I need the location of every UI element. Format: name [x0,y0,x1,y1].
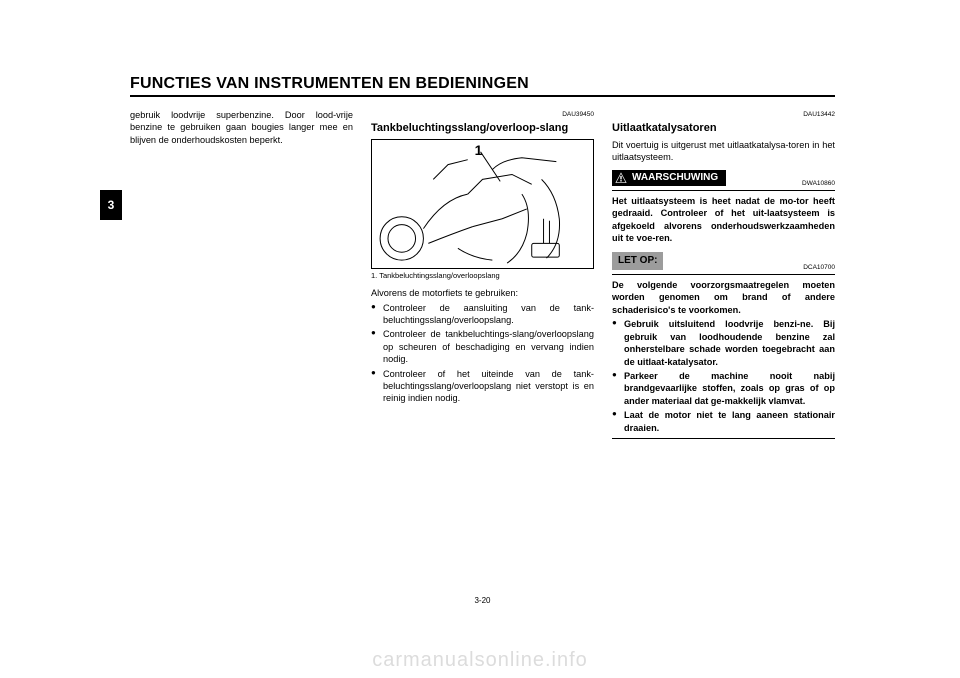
section-tab: 3 [100,190,122,220]
notice-badge: LET OP: [612,252,663,270]
columns: gebruik loodvrije superbenzine. Door loo… [130,109,835,439]
page-title: FUNCTIES VAN INSTRUMENTEN EN BEDIENINGEN [130,75,835,97]
col1-text: gebruik loodvrije superbenzine. Door loo… [130,109,353,146]
figure-caption: 1. Tankbeluchtingsslang/overloopslang [371,271,594,281]
list-item: Gebruik uitsluitend loodvrije benzi-ne. … [612,318,835,368]
column-3: DAU13442 Uitlaatkatalysatoren Dit voertu… [612,109,835,439]
warning-header-row: WAARSCHUWING DWA10860 [612,170,835,191]
col2-bullets: Controleer de aansluiting van de tank-be… [371,302,594,405]
warning-triangle-icon [614,171,628,185]
notice-label: LET OP: [618,255,657,266]
col3-intro: Dit voertuig is uitgerust met uitlaatkat… [612,139,835,164]
col3-refcode1: DAU13442 [612,111,835,120]
warning-text: Het uitlaatsysteem is heet nadat de mo-t… [612,195,835,245]
figure-svg: 1 [372,140,593,268]
watermark: carmanualsonline.info [0,649,960,672]
list-item: Laat de motor niet te lang aaneen statio… [612,409,835,434]
list-item: Controleer de tankbeluchtings-slang/over… [371,328,594,365]
warning-refcode: DWA10860 [802,180,835,190]
notice-header-row: LET OP: DCA10700 [612,252,835,275]
notice-bullets: Gebruik uitsluitend loodvrije benzi-ne. … [612,318,835,434]
warning-badge: WAARSCHUWING [612,170,726,186]
list-item: Controleer of het uiteinde van de tank-b… [371,368,594,405]
list-item: Controleer de aansluiting van de tank-be… [371,302,594,327]
figure-callout-number: 1 [475,143,483,158]
page-content: FUNCTIES VAN INSTRUMENTEN EN BEDIENINGEN… [130,75,835,605]
column-2: DAU39450 Tankbeluchtingsslang/overloop-s… [371,109,594,439]
col3-heading: Uitlaatkatalysatoren [612,122,835,135]
figure: 1 [371,139,594,269]
col2-refcode: DAU39450 [371,111,594,120]
end-rule [612,438,835,439]
section-number: 3 [108,198,115,212]
warning-label: WAARSCHUWING [632,171,718,185]
notice-refcode: DCA10700 [803,264,835,274]
col2-heading: Tankbeluchtingsslang/overloop-slang [371,122,594,135]
list-item: Parkeer de machine nooit nabij brandgeva… [612,370,835,407]
col2-intro: Alvorens de motorfiets te gebruiken: [371,287,594,299]
notice-intro: De volgende voorzorgsmaatregelen moeten … [612,279,835,316]
column-1: gebruik loodvrije superbenzine. Door loo… [130,109,353,439]
page-number: 3-20 [130,596,835,605]
